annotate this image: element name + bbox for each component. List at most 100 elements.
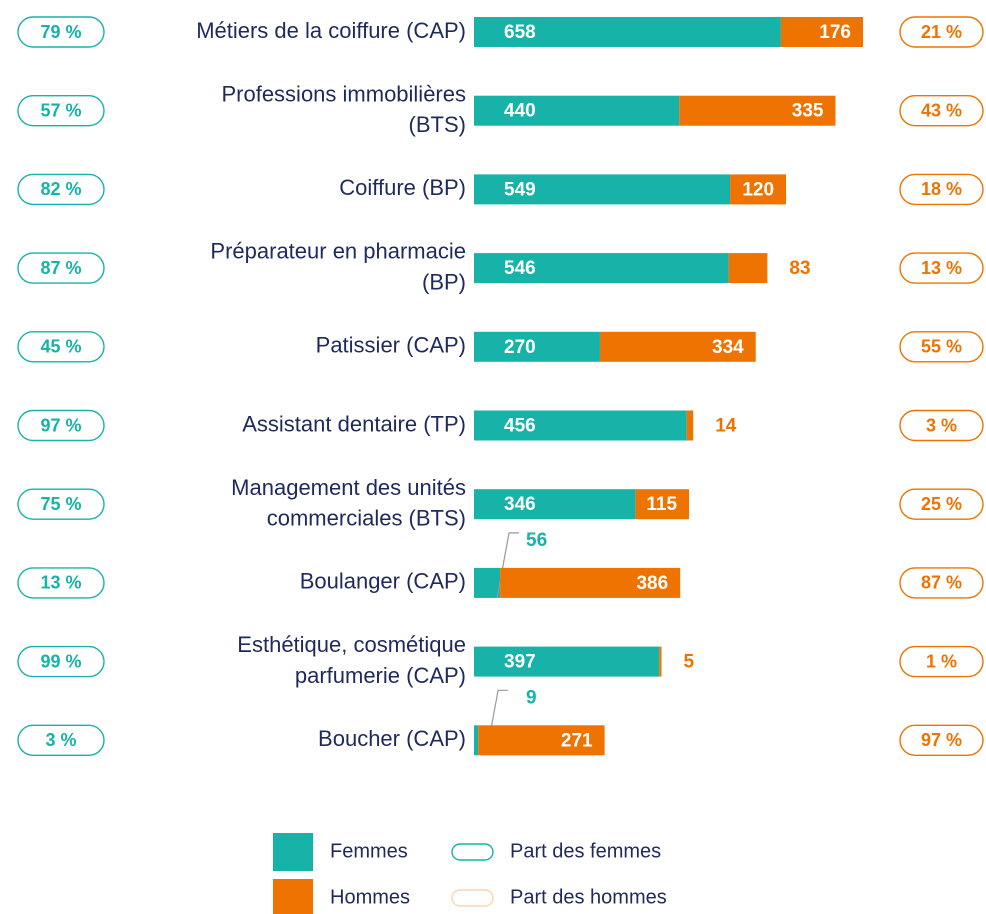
value-label: 549	[504, 179, 536, 200]
value-label: 335	[792, 101, 824, 122]
value-label: 115	[646, 494, 677, 515]
share-label: 18 %	[921, 179, 962, 199]
share-label: 87 %	[921, 573, 962, 593]
share-label: 79 %	[40, 22, 81, 42]
value-label: 270	[504, 337, 536, 358]
category-label: Professions immobilières (BTS)	[221, 81, 466, 137]
bar-segment	[474, 17, 781, 47]
share-label: 97 %	[921, 730, 962, 750]
share-pill	[899, 331, 984, 363]
value-label: 546	[504, 258, 536, 279]
bar-segment	[474, 253, 729, 284]
bar-segment	[780, 17, 863, 47]
category-label: Management des unités commerciales (BTS)	[231, 475, 466, 531]
category-label: Assistant dentaire (TP)	[242, 411, 466, 436]
share-label: 1 %	[926, 651, 957, 671]
bar-segment	[474, 331, 600, 362]
bar-segment	[500, 567, 681, 598]
bar-segment	[728, 253, 768, 284]
share-label: 13 %	[921, 258, 962, 278]
legend-label: Hommes	[330, 886, 410, 908]
bar-segment	[474, 646, 660, 677]
bar-segment	[599, 331, 756, 362]
share-label: 21 %	[921, 22, 962, 42]
category-label: Esthétique, cosmétique parfumerie (CAP)	[237, 632, 466, 688]
bar-segment	[474, 489, 636, 520]
share-label: 75 %	[40, 494, 81, 514]
share-label: 82 %	[40, 179, 81, 199]
legend-pill	[451, 889, 494, 907]
share-pill	[17, 645, 105, 678]
bar-segment	[659, 646, 662, 677]
share-pill	[899, 488, 984, 520]
value-label: 456	[504, 416, 536, 437]
share-pill	[17, 331, 105, 363]
share-pill	[17, 567, 105, 599]
share-label: 3 %	[926, 415, 957, 435]
share-label: 45 %	[40, 337, 81, 357]
share-pill	[899, 173, 984, 206]
legend-label: Part des femmes	[510, 840, 661, 862]
share-pill	[17, 16, 105, 48]
value-label: 334	[712, 337, 744, 358]
share-pill	[899, 409, 984, 442]
bar-segment	[730, 174, 787, 205]
share-pill	[899, 724, 984, 756]
share-pill	[17, 724, 105, 756]
share-pill	[899, 252, 984, 284]
value-label: 658	[504, 22, 536, 43]
value-label: 56	[526, 530, 547, 551]
share-label: 55 %	[921, 337, 962, 357]
value-label: 397	[504, 652, 536, 673]
share-pill	[17, 488, 105, 520]
category-label: Coiffure (BP)	[339, 175, 466, 200]
share-label: 25 %	[921, 494, 962, 514]
legend-swatch	[273, 879, 313, 914]
share-pill	[17, 409, 105, 442]
share-pill	[17, 173, 105, 206]
value-label: 5	[684, 652, 695, 673]
legend-label: Part des hommes	[510, 886, 667, 908]
value-label: 9	[526, 687, 537, 708]
legend-label: Femmes	[330, 840, 408, 862]
share-pill	[899, 567, 984, 599]
bar-segment	[474, 567, 501, 598]
bar-segment	[679, 95, 836, 126]
bar-segment	[635, 489, 690, 520]
category-label: Boulanger (CAP)	[300, 569, 466, 594]
value-label: 440	[504, 101, 536, 122]
value-label: 271	[561, 730, 593, 751]
share-pill	[899, 645, 984, 678]
value-label: 386	[636, 573, 668, 594]
share-label: 13 %	[40, 573, 81, 593]
bar-segment	[478, 725, 605, 756]
share-label: 3 %	[45, 730, 76, 750]
value-label: 14	[715, 416, 737, 437]
category-label: Préparateur en pharmacie (BP)	[210, 239, 466, 295]
bar-segment	[474, 95, 680, 126]
category-label: Métiers de la coiffure (CAP)	[196, 18, 466, 43]
share-pill	[899, 94, 984, 127]
share-label: 43 %	[921, 100, 962, 120]
value-label: 346	[504, 494, 536, 515]
share-label: 87 %	[40, 258, 81, 278]
value-label: 120	[742, 179, 774, 200]
bar-segment	[474, 410, 687, 441]
category-label: Patissier (CAP)	[316, 333, 466, 358]
bar-segment	[474, 174, 731, 205]
share-pill	[17, 94, 105, 127]
share-label: 57 %	[40, 100, 81, 120]
share-label: 97 %	[40, 415, 81, 435]
bar-segment	[474, 725, 479, 756]
share-label: 99 %	[40, 651, 81, 671]
category-label: Boucher (CAP)	[318, 726, 466, 751]
legend-swatch	[273, 833, 313, 871]
value-label: 83	[789, 258, 810, 279]
bar-segment	[686, 410, 694, 441]
legend-pill	[451, 843, 494, 861]
share-pill	[899, 16, 984, 48]
share-pill	[17, 252, 105, 284]
value-label: 176	[819, 22, 851, 43]
